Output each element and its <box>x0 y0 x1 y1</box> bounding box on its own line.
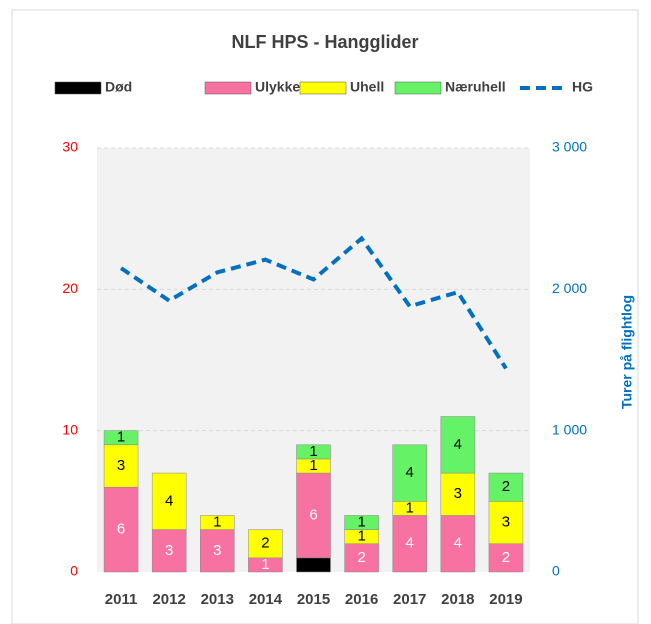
x-tick-label: 2017 <box>393 591 426 608</box>
legend-label: Ulykke <box>255 79 300 95</box>
data-label: 4 <box>406 464 414 481</box>
x-tick-label: 2016 <box>345 591 378 608</box>
data-label: 2 <box>502 549 510 566</box>
data-label: 4 <box>454 436 462 453</box>
y2-tick-label: 2 000 <box>552 280 587 296</box>
bar-segment <box>103 486 139 573</box>
x-tick-label: 2013 <box>201 591 234 608</box>
y-tick-label: 30 <box>62 139 78 155</box>
data-label: 3 <box>502 514 510 531</box>
y2-tick-label: 3 000 <box>552 139 587 155</box>
y-tick-label: 10 <box>62 421 78 437</box>
bar-segment <box>200 515 235 530</box>
legend-swatch <box>394 81 442 95</box>
bar-segment <box>440 416 476 474</box>
y2-tick-label: 0 <box>552 563 560 579</box>
data-label: 3 <box>165 542 173 559</box>
x-tick-label: 2012 <box>152 591 185 608</box>
legend-swatch <box>54 81 102 95</box>
bar-segment <box>103 444 139 488</box>
data-label: 1 <box>261 556 269 573</box>
bar-segment <box>488 501 524 544</box>
x-tick-label: 2015 <box>297 591 330 608</box>
bar-segment <box>344 515 379 530</box>
data-label: 1 <box>406 499 414 516</box>
bar-segment <box>296 444 331 460</box>
legend-label: HG <box>572 79 593 95</box>
x-tick-label: 2018 <box>441 591 474 608</box>
legend-label: Uhell <box>350 79 384 95</box>
y-tick-label: 20 <box>62 280 78 296</box>
data-label: 1 <box>357 528 365 545</box>
legend-swatch <box>204 81 252 95</box>
bar-segment <box>440 515 476 573</box>
y2-axis-title: Turer på flightlog <box>619 295 635 409</box>
data-label: 6 <box>309 506 317 523</box>
data-label: 2 <box>502 478 510 495</box>
bar-segment <box>440 472 476 516</box>
data-label: 1 <box>309 443 317 460</box>
data-label: 3 <box>454 485 462 502</box>
bar-segment <box>200 529 235 573</box>
chart-title: NLF HPS - Hangglider <box>231 32 418 52</box>
data-label: 2 <box>357 549 365 566</box>
bar-segment <box>488 472 524 502</box>
bar-segment <box>296 472 331 559</box>
x-tick-label: 2014 <box>249 591 283 608</box>
bar-segment <box>151 472 187 530</box>
bar-segment <box>392 515 427 573</box>
line-series <box>119 235 508 370</box>
bar-segment <box>103 430 139 446</box>
data-label: 1 <box>117 429 125 446</box>
y-tick-label: 0 <box>70 563 78 579</box>
data-label: 2 <box>261 535 269 552</box>
x-tick-label: 2011 <box>105 591 138 608</box>
bar-segment <box>392 444 427 502</box>
bar-segment <box>488 543 524 573</box>
data-label: 1 <box>357 514 365 531</box>
legend-swatch <box>299 81 347 95</box>
bar-segment <box>248 529 283 559</box>
data-label: 1 <box>213 514 221 531</box>
bar-segment <box>344 543 379 573</box>
data-label: 1 <box>309 457 317 474</box>
bar-segment <box>296 557 331 573</box>
data-label: 4 <box>406 535 414 552</box>
data-label: 4 <box>454 535 462 552</box>
y2-tick-label: 1 000 <box>552 421 587 437</box>
legend-label: Død <box>105 79 132 95</box>
data-label: 3 <box>213 542 221 559</box>
data-label: 3 <box>117 457 125 474</box>
data-label: 4 <box>165 492 173 509</box>
legend-label: Næruhell <box>445 79 506 95</box>
data-label: 6 <box>117 521 125 538</box>
x-tick-label: 2019 <box>489 591 522 608</box>
